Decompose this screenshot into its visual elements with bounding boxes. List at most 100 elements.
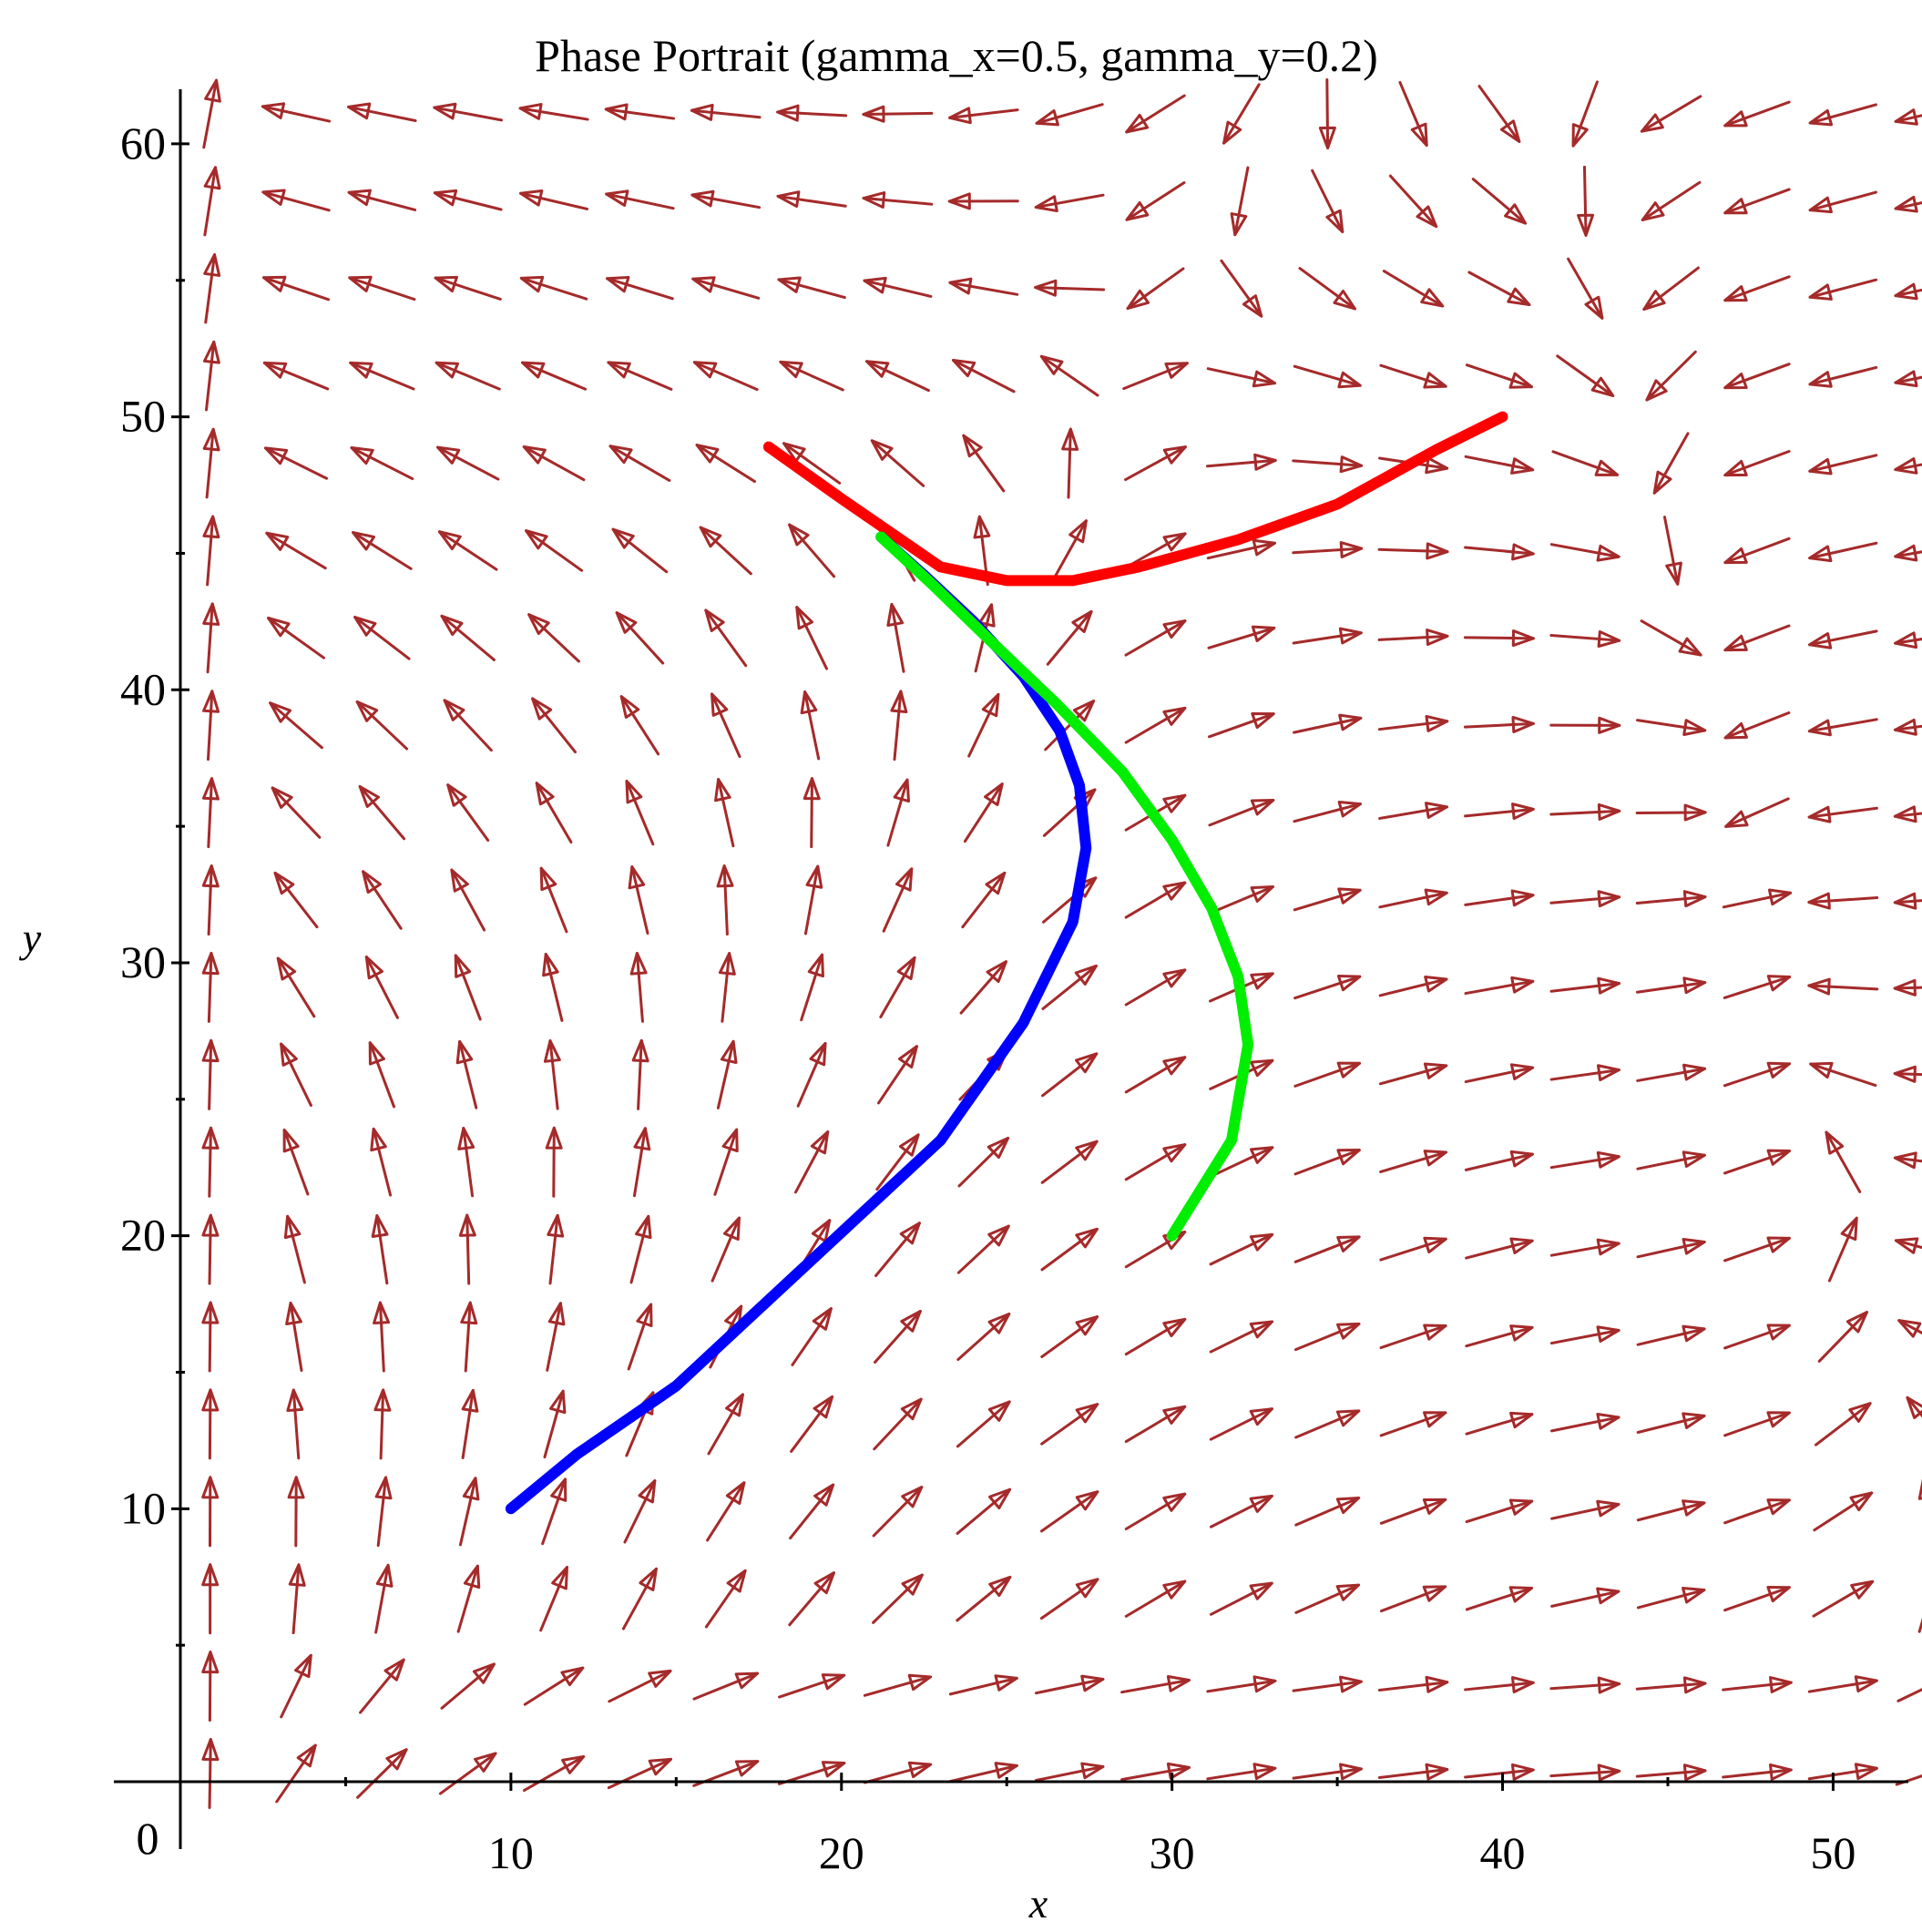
field-arrow-head: [1596, 1150, 1620, 1169]
field-arrow: [793, 1130, 830, 1194]
field-arrow: [1645, 350, 1697, 402]
field-arrow-head: [355, 700, 379, 722]
field-arrow-head: [273, 871, 295, 895]
field-arrow: [790, 1395, 834, 1453]
field-arrow-shaft: [607, 361, 673, 391]
field-arrow-head: [985, 871, 1007, 895]
field-arrow: [886, 602, 905, 673]
field-arrow-shaft: [1464, 807, 1535, 818]
field-arrow-head: [1807, 719, 1832, 737]
field-arrow-shaft: [1549, 1769, 1621, 1778]
field-arrow: [1380, 1585, 1447, 1613]
field-arrow-head: [349, 361, 373, 379]
field-arrow-shaft: [1464, 1152, 1534, 1171]
field-arrow-shaft: [1379, 363, 1447, 388]
field-arrow: [1039, 1578, 1099, 1620]
field-arrow: [862, 191, 934, 209]
field-arrow: [1549, 1064, 1620, 1082]
field-arrow-head: [1854, 1763, 1878, 1781]
field-arrow: [527, 613, 580, 663]
field-arrow-shaft: [1723, 624, 1791, 652]
field-arrow: [519, 189, 589, 210]
field-arrow-shaft: [1723, 1586, 1791, 1612]
field-arrow-shaft: [1464, 979, 1535, 996]
field-arrow-head: [1809, 1061, 1834, 1079]
field-arrow: [718, 952, 736, 1023]
field-arrow-head: [1682, 1150, 1706, 1168]
field-arrow: [276, 956, 316, 1018]
field-arrow-head: [1642, 290, 1666, 312]
field-arrow: [1808, 278, 1878, 301]
field-arrow-shaft: [1378, 891, 1448, 909]
field-arrow: [1723, 537, 1791, 565]
field-arrow-shaft: [1893, 986, 1922, 990]
field-arrow-shaft: [800, 953, 824, 1022]
field-arrow-shaft: [1122, 362, 1189, 391]
field-arrow-shaft: [1582, 165, 1588, 237]
field-arrow-shaft: [202, 78, 219, 149]
y-tick-label: 10: [120, 1482, 166, 1533]
field-arrow: [690, 189, 762, 210]
field-arrow-shaft: [1292, 1680, 1363, 1692]
field-arrow-shaft: [437, 530, 498, 571]
field-arrow: [547, 1213, 565, 1285]
field-arrow-shaft: [1379, 1411, 1447, 1437]
field-arrow: [1636, 719, 1707, 736]
field-arrow: [1294, 1496, 1361, 1527]
field-arrow-head: [1766, 1236, 1791, 1253]
field-arrow: [779, 360, 844, 392]
y-tick-label: 60: [120, 118, 166, 169]
field-arrow-head: [1894, 108, 1918, 126]
field-arrow-head: [202, 340, 220, 364]
field-arrow-shaft: [350, 446, 414, 481]
field-arrow-head: [362, 870, 382, 894]
field-arrow-shaft: [207, 864, 213, 936]
field-arrow-head: [907, 1673, 933, 1692]
field-arrow-head: [695, 444, 720, 464]
field-arrow-head: [201, 1038, 220, 1063]
field-arrow-shaft: [378, 1301, 385, 1373]
field-arrow-shaft: [1124, 532, 1187, 569]
field-arrow-head: [812, 1307, 833, 1331]
field-arrow: [800, 690, 821, 761]
field-arrow-shaft: [438, 1752, 497, 1795]
field-arrow: [604, 103, 676, 121]
field-arrow-head: [531, 697, 553, 721]
trajectories: [505, 411, 1508, 1515]
field-arrow-head: [1426, 542, 1449, 560]
field-arrow-shaft: [1292, 547, 1364, 555]
field-arrow-shaft: [1723, 1498, 1791, 1525]
field-arrow-head: [803, 777, 821, 801]
field-arrow-shaft: [289, 1302, 303, 1373]
field-arrow-head: [434, 275, 458, 293]
field-arrow: [1378, 1062, 1448, 1086]
field-arrow-head: [1682, 890, 1707, 908]
field-arrow-head: [1318, 126, 1336, 149]
field-arrow-shaft: [347, 190, 417, 211]
field-arrow-head: [1509, 1150, 1534, 1168]
field-arrow: [1298, 267, 1356, 311]
field-arrow: [201, 1563, 220, 1635]
field-arrow-head: [1723, 110, 1748, 128]
field-arrow-shaft: [788, 523, 836, 578]
field-arrow-shaft: [1067, 427, 1072, 499]
field-arrow-head: [1162, 1143, 1187, 1163]
field-arrow-shaft: [1723, 188, 1791, 215]
field-arrow-head: [1337, 887, 1362, 905]
field-arrow-head: [895, 867, 914, 892]
field-arrow-shaft: [1641, 180, 1702, 221]
field-arrow-shaft: [1894, 463, 1922, 472]
field-arrow-shaft: [1292, 1767, 1363, 1780]
field-arrow-shaft: [1125, 94, 1186, 134]
field-arrow-shaft: [1042, 876, 1098, 924]
field-arrow: [455, 1039, 478, 1109]
field-arrow: [1894, 108, 1922, 126]
field-arrow-shaft: [519, 276, 588, 301]
field-arrow: [1893, 718, 1922, 736]
field-arrow: [1662, 516, 1682, 586]
field-arrow-head: [1596, 1064, 1620, 1082]
field-arrow-head: [1893, 718, 1917, 736]
field-arrow-head: [433, 102, 457, 120]
field-arrow: [1812, 1579, 1875, 1618]
field-arrow-shaft: [1894, 114, 1922, 123]
